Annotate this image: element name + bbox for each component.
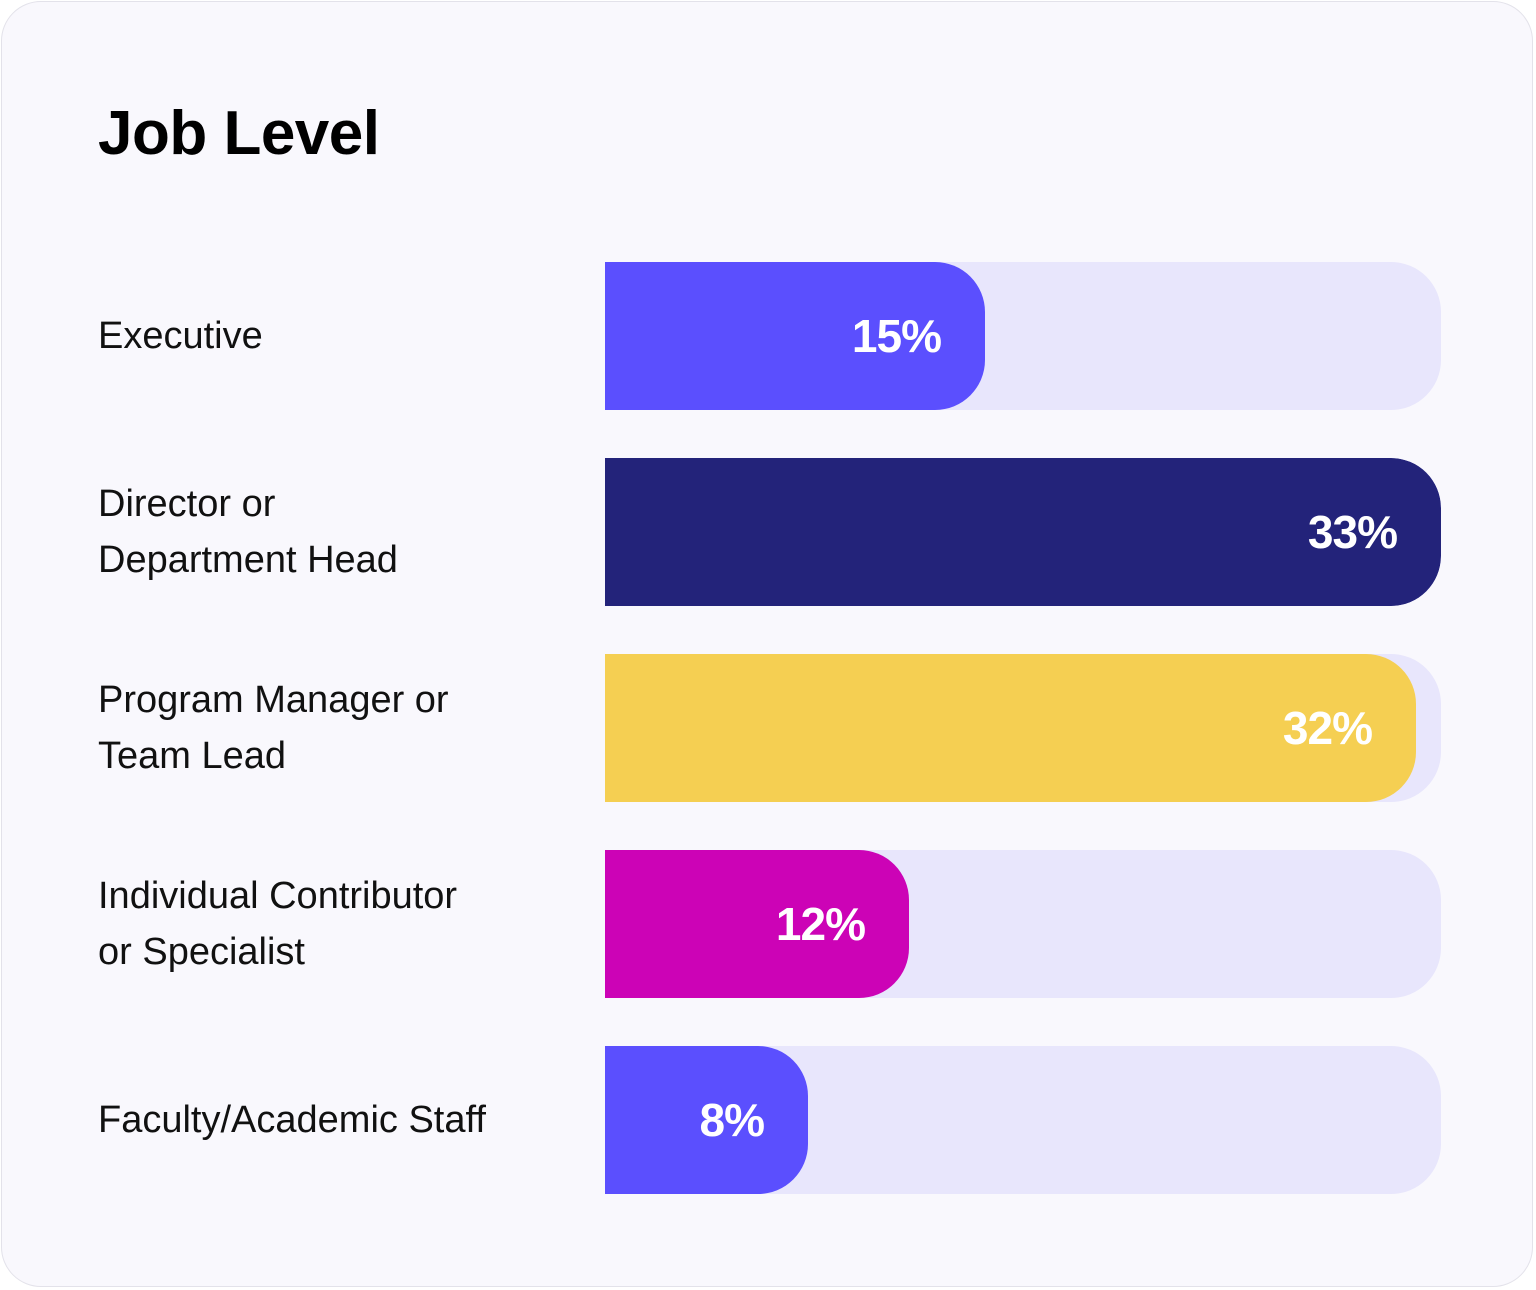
category-label-line: Director or [98, 483, 276, 525]
category-label: Program Manager or Team Lead [98, 654, 578, 802]
category-label: Director or Department Head [98, 458, 578, 606]
category-label-line: Executive [98, 315, 263, 357]
category-label-line: Individual Contributor [98, 875, 458, 917]
category-label: Individual Contributor or Specialist [98, 850, 578, 998]
bar-value-label: 12% [775, 898, 866, 950]
bar-track: 32% [605, 654, 1441, 802]
category-label-line: Department Head [98, 539, 398, 581]
category-label-line: Team Lead [98, 735, 287, 777]
category-label-line: Faculty/Academic Staff [98, 1099, 486, 1141]
bar-value-label: 33% [1307, 506, 1398, 558]
bar [605, 654, 1416, 802]
category-label: Faculty/Academic Staff [98, 1046, 578, 1194]
bar-value-label: 8% [699, 1094, 765, 1146]
category-label: Executive [98, 262, 578, 410]
bar-track: 33% [605, 458, 1441, 606]
bar-track: 12% [605, 850, 1441, 998]
category-label-line: or Specialist [98, 931, 305, 973]
bar-track: 15% [605, 262, 1441, 410]
bar [605, 458, 1441, 606]
bar [605, 262, 985, 410]
chart-title: Job Level [98, 99, 380, 168]
category-label-line: Program Manager or [98, 679, 449, 721]
bar [605, 850, 909, 998]
bar-value-label: 32% [1282, 702, 1373, 754]
bar [605, 1046, 808, 1194]
bar-value-label: 15% [851, 310, 942, 362]
bar-track: 8% [605, 1046, 1441, 1194]
